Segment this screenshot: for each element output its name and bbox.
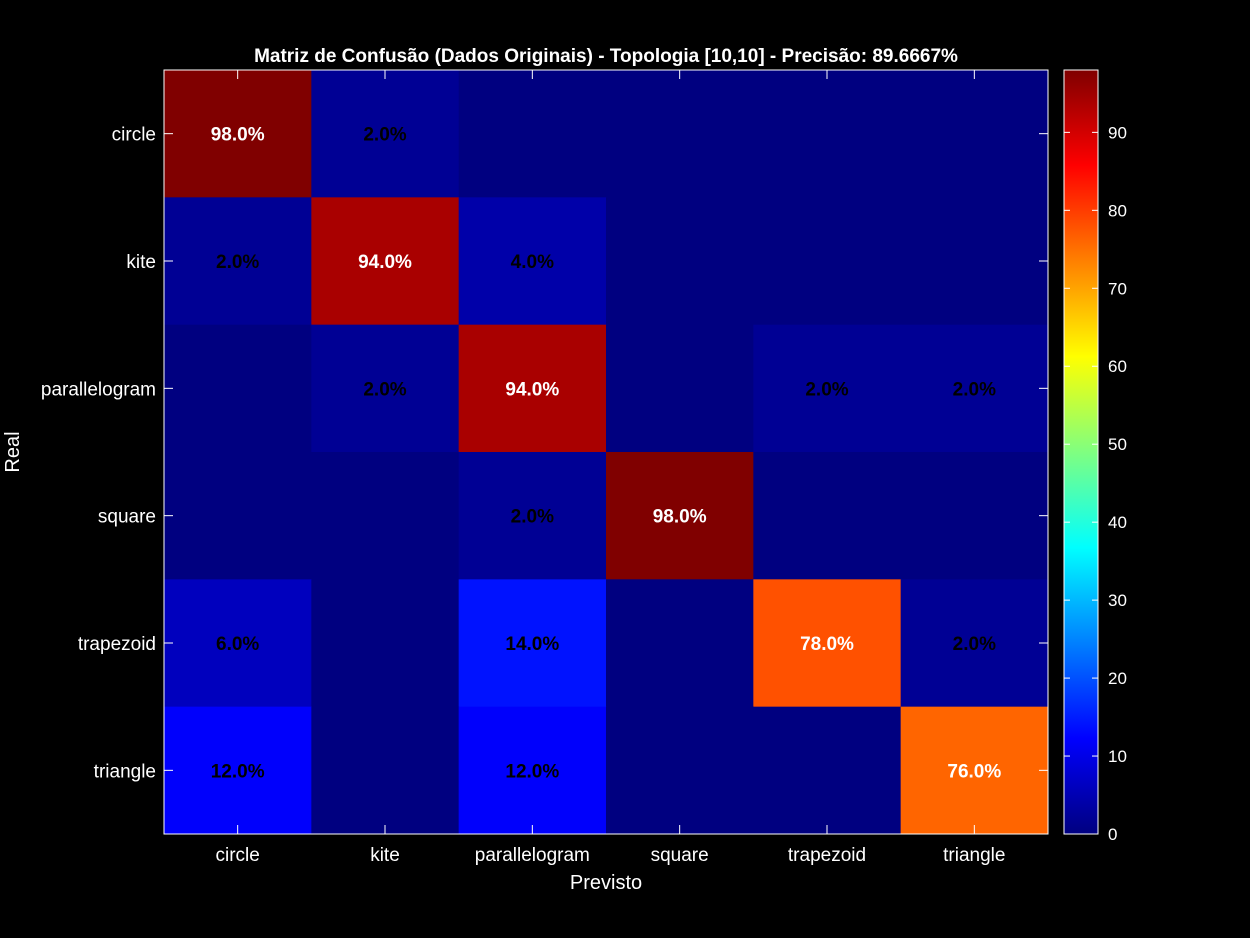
x-tick-labels: circle kite parallelogram square trapezoid tr… [215,845,1005,866]
heatmap-cell [606,197,754,326]
cell-value-label: 6.0% [216,634,259,655]
heatmap-cell [753,579,902,708]
heatmap-cells [164,70,1049,835]
heatmap-cell [311,197,460,326]
heatmap-cell [753,197,902,326]
heatmap-cell [753,452,902,580]
heatmap-cell [311,706,460,835]
cell-value-label: 2.0% [216,252,259,273]
colorbar-tick-label: 20 [1108,669,1127,688]
heatmap-cell [900,197,1049,326]
heatmap-cell [900,70,1049,198]
colorbar-tick-label: 50 [1108,435,1127,454]
colorbar-tick-label: 0 [1108,825,1117,844]
cell-value-label: 78.0% [800,634,854,655]
heatmap-cell [900,452,1049,580]
heatmap-cell [900,706,1049,835]
heatmap-cell [458,452,607,580]
colorbar-tick-label: 70 [1108,279,1127,298]
colorbar-tick-label: 30 [1108,591,1127,610]
cell-value-label: 4.0% [511,252,554,273]
heatmap-cell [164,70,312,198]
heatmap-cell [753,324,902,453]
heatmap-cell [164,197,312,326]
colorbar-gradient [1064,70,1098,834]
x-axis-label: Previsto [570,872,642,894]
heatmap-cell [606,452,754,580]
heatmap-cell [606,579,754,708]
heatmap-cell [458,706,607,835]
heatmap-cell [311,324,460,453]
heatmap-cell [606,706,754,835]
heatmap-cell [458,324,607,453]
heatmap-cell [458,579,607,708]
y-tick-labels: circle kite parallelogram square trapezoid tr… [41,125,156,783]
heatmap-cell [164,324,312,453]
heatmap-cell [311,452,460,580]
cell-value-label: 2.0% [805,379,848,400]
cell-value-label: 98.0% [653,507,707,528]
axis-ticks [164,70,1048,834]
heatmap-cell [900,324,1049,453]
colorbar: 0 10 20 30 40 50 60 70 80 90 [1063,69,1127,844]
x-tick-label: square [651,845,709,866]
x-tick-label: kite [370,845,400,866]
cell-value-label: 2.0% [363,379,406,400]
y-tick-label: trapezoid [78,634,156,655]
y-tick-label: parallelogram [41,379,156,400]
colorbar-frame [1063,69,1099,835]
x-tick-label: trapezoid [788,845,866,866]
heatmap-cell [606,324,754,453]
cell-value-label: 2.0% [511,507,554,528]
y-tick-label: square [98,507,156,528]
x-tick-label: triangle [943,845,1005,866]
cell-value-label: 12.0% [505,761,559,782]
heatmap-cell [458,70,607,198]
heatmap-cell [311,579,460,708]
cell-value-label: 2.0% [363,125,406,146]
heatmap-cell [164,452,312,580]
colorbar-tick-label: 90 [1108,123,1127,142]
cell-value-label: 12.0% [211,761,265,782]
heatmap-cell [311,70,460,198]
y-tick-label: circle [112,125,156,146]
cell-value-label: 76.0% [947,761,1001,782]
plot-area-frame [163,69,1049,835]
y-axis-label: Real [2,431,24,472]
chart-title: Matriz de Confusão (Dados Originais) - T… [254,46,958,67]
cell-value-label: 2.0% [953,634,996,655]
heatmap-cell [164,579,312,708]
x-tick-label: circle [215,845,259,866]
heatmap-cell [458,197,607,326]
heatmap-cell [164,706,312,835]
cell-value-label: 94.0% [505,379,559,400]
cell-value-label: 98.0% [211,125,265,146]
colorbar-tick-label: 60 [1108,357,1127,376]
y-tick-label: kite [126,252,156,273]
heatmap-cell [753,70,902,198]
heatmap-cell [900,579,1049,708]
y-tick-label: triangle [94,761,156,782]
cell-value-label: 2.0% [953,379,996,400]
colorbar-tick-label: 80 [1108,201,1127,220]
colorbar-tick-label: 10 [1108,747,1127,766]
heatmap-cell-labels: 98.0% 2.0% 2.0% 94.0% 4.0% 2.0% 94.0% 2.0% 2.0% 2… [211,125,1002,783]
cell-value-label: 94.0% [358,252,412,273]
heatmap-cell [753,706,902,835]
heatmap-cell [606,70,754,198]
x-tick-label: parallelogram [475,845,590,866]
colorbar-tick-label: 40 [1108,513,1127,532]
cell-value-label: 14.0% [505,634,559,655]
